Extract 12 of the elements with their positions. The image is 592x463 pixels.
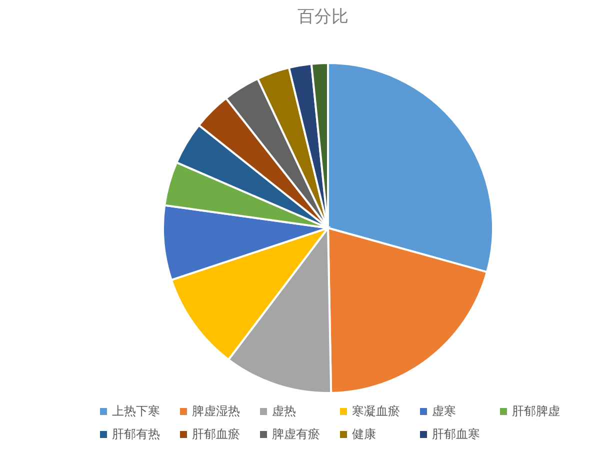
legend-label: 寒凝血瘀: [352, 403, 400, 420]
legend-label: 肝郁血寒: [432, 426, 480, 443]
legend-label: 肝郁有热: [112, 426, 160, 443]
legend-label: 虚寒: [432, 403, 456, 420]
legend-label: 肝郁血瘀: [192, 426, 240, 443]
legend-label: 脾虚有瘀: [272, 426, 320, 443]
legend-label: 虚热: [272, 403, 296, 420]
legend-label: 上热下寒: [112, 403, 160, 420]
legend-label: 肝郁脾虚: [512, 403, 560, 420]
legend-label: 健康: [352, 426, 376, 443]
chart-title: 百分比: [298, 7, 348, 27]
legend-label: 脾虚湿热: [192, 403, 240, 420]
